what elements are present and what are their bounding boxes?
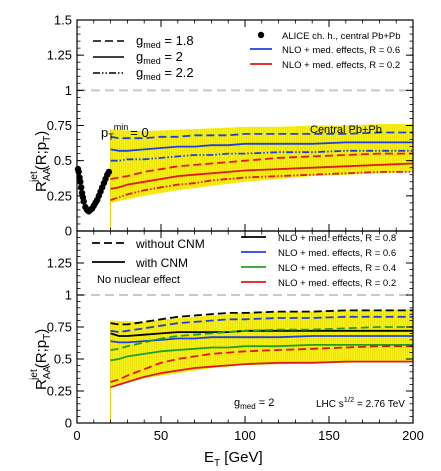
bottom-series-legend: NLO + med. effects, R = 0.8 NLO + med. e…	[241, 233, 396, 289]
bottom-panel: 0 0.25 0.5 0.75 1 1.25 0 50 100 150 200 without CN…	[47, 230, 424, 443]
y-tick-label: 1.5	[54, 13, 72, 28]
gmed-annotation: gmed = 2	[234, 397, 274, 411]
top-y-axis-label: RAAjet(R;pT)	[29, 131, 53, 192]
uncertainty-band	[110, 309, 413, 388]
series-line	[110, 360, 413, 389]
data-point	[80, 198, 87, 205]
svg-text:NLO + med. effects, R = 0.6: NLO + med. effects, R = 0.6	[278, 248, 396, 259]
legend-entry-r06: NLO + med. effects, R = 0.6	[250, 45, 400, 56]
legend-entry-r04: NLO + med. effects, R = 0.4	[241, 263, 396, 274]
bottom-series-lines	[110, 309, 413, 389]
series-line	[110, 162, 413, 190]
legend-entry-with-cnm: with CNM	[92, 256, 188, 270]
top-series-legend: ALICE ch. h., central Pb+Pb NLO + med. e…	[250, 31, 401, 71]
ptmin-annotation: pTmin = 0	[101, 122, 149, 142]
svg-text:ALICE ch. h., central Pb+Pb: ALICE ch. h., central Pb+Pb	[282, 31, 401, 42]
series-line	[110, 171, 413, 201]
bottom-axis-ticks: 0 0.25 0.5 0.75 1 1.25 0 50 100 150 200	[47, 230, 424, 443]
svg-text:NLO + med. effects, R = 0.2: NLO + med. effects, R = 0.2	[282, 60, 400, 71]
svg-text:gmed = 2: gmed = 2	[136, 49, 183, 66]
series-line	[110, 329, 413, 337]
legend-entry-r06-bottom: NLO + med. effects, R = 0.6	[241, 248, 396, 259]
legend-entry-gmed-1-8: gmed = 1.8	[93, 33, 194, 50]
top-data-points	[74, 165, 113, 215]
svg-text:NLO + med. effects, R = 0.4: NLO + med. effects, R = 0.4	[278, 263, 396, 274]
series-line	[110, 152, 413, 180]
data-point	[78, 184, 85, 191]
legend-entry-r02: NLO + med. effects, R = 0.2	[250, 60, 400, 71]
svg-text:NLO + med. effects, R = 0.8: NLO + med. effects, R = 0.8	[278, 233, 396, 244]
series-line	[110, 326, 413, 351]
y-tick-label: 0.25	[47, 384, 72, 399]
top-axis-ticks: 0 0.25 0.5 0.75 1 1.25 1.5	[47, 13, 414, 239]
legend-entry-r08: NLO + med. effects, R = 0.8	[241, 233, 396, 244]
series-line	[110, 149, 413, 162]
lhc-annotation: LHC s1/2 = 2.76 TeV	[316, 395, 405, 410]
svg-text:gmed = 2.2: gmed = 2.2	[136, 65, 194, 82]
svg-text:with CNM: with CNM	[135, 256, 188, 270]
y-tick-label: 1.25	[47, 256, 72, 271]
series-line	[110, 344, 413, 362]
y-tick-label: 0.75	[47, 118, 72, 133]
y-tick-label: 0.75	[47, 320, 72, 335]
series-line	[110, 345, 413, 383]
y-tick-label: 1	[65, 288, 72, 303]
svg-text:gmed = 1.8: gmed = 1.8	[136, 33, 194, 50]
legend-entry-gmed-2: gmed = 2	[93, 49, 183, 66]
top-style-legend: gmed = 1.8 gmed = 2 gmed = 2.2	[93, 33, 194, 82]
no-nuclear-effect-label: No nuclear effect	[97, 274, 180, 286]
top-panel: 0 0.25 0.5 0.75 1 1.25 1.5 gmed = 1.8 gmed = 2…	[47, 13, 414, 239]
bottom-style-legend: without CNM with CNM	[92, 237, 205, 270]
series-line	[110, 335, 413, 344]
svg-text:without CNM: without CNM	[135, 237, 205, 251]
legend-entry-r02-bottom: NLO + med. effects, R = 0.2	[241, 278, 396, 289]
x-tick-label: 100	[234, 428, 256, 443]
y-tick-label: 0	[65, 416, 72, 431]
series-line	[110, 315, 413, 334]
x-tick-label: 200	[402, 428, 424, 443]
data-point	[105, 168, 113, 176]
y-tick-label: 1	[65, 83, 72, 98]
x-tick-label: 0	[73, 428, 80, 443]
y-tick-label: 0	[65, 224, 72, 239]
x-axis-label: ET [GeV]	[204, 449, 263, 469]
svg-text:NLO + med. effects, R = 0.2: NLO + med. effects, R = 0.2	[278, 278, 396, 289]
legend-entry-alice: ALICE ch. h., central Pb+Pb	[257, 31, 401, 42]
y-tick-label: 0.5	[54, 352, 72, 367]
system-annotation: Central Pb+Pb	[310, 124, 382, 136]
series-line	[110, 141, 413, 152]
bottom-y-axis-label: RAAjet(R;pT)	[29, 329, 53, 390]
y-tick-label: 1.25	[47, 48, 72, 63]
series-line	[110, 309, 413, 326]
legend-entry-without-cnm: without CNM	[92, 237, 205, 251]
svg-text:NLO + med. effects, R = 0.6: NLO + med. effects, R = 0.6	[282, 45, 400, 56]
top-series-lines	[110, 131, 413, 201]
y-tick-label: 0.25	[47, 188, 72, 203]
x-tick-label: 150	[318, 428, 340, 443]
y-tick-label: 0.5	[54, 153, 72, 168]
legend-entry-gmed-2-2: gmed = 2.2	[93, 65, 194, 82]
series-line	[110, 131, 413, 140]
x-tick-label: 50	[154, 428, 168, 443]
